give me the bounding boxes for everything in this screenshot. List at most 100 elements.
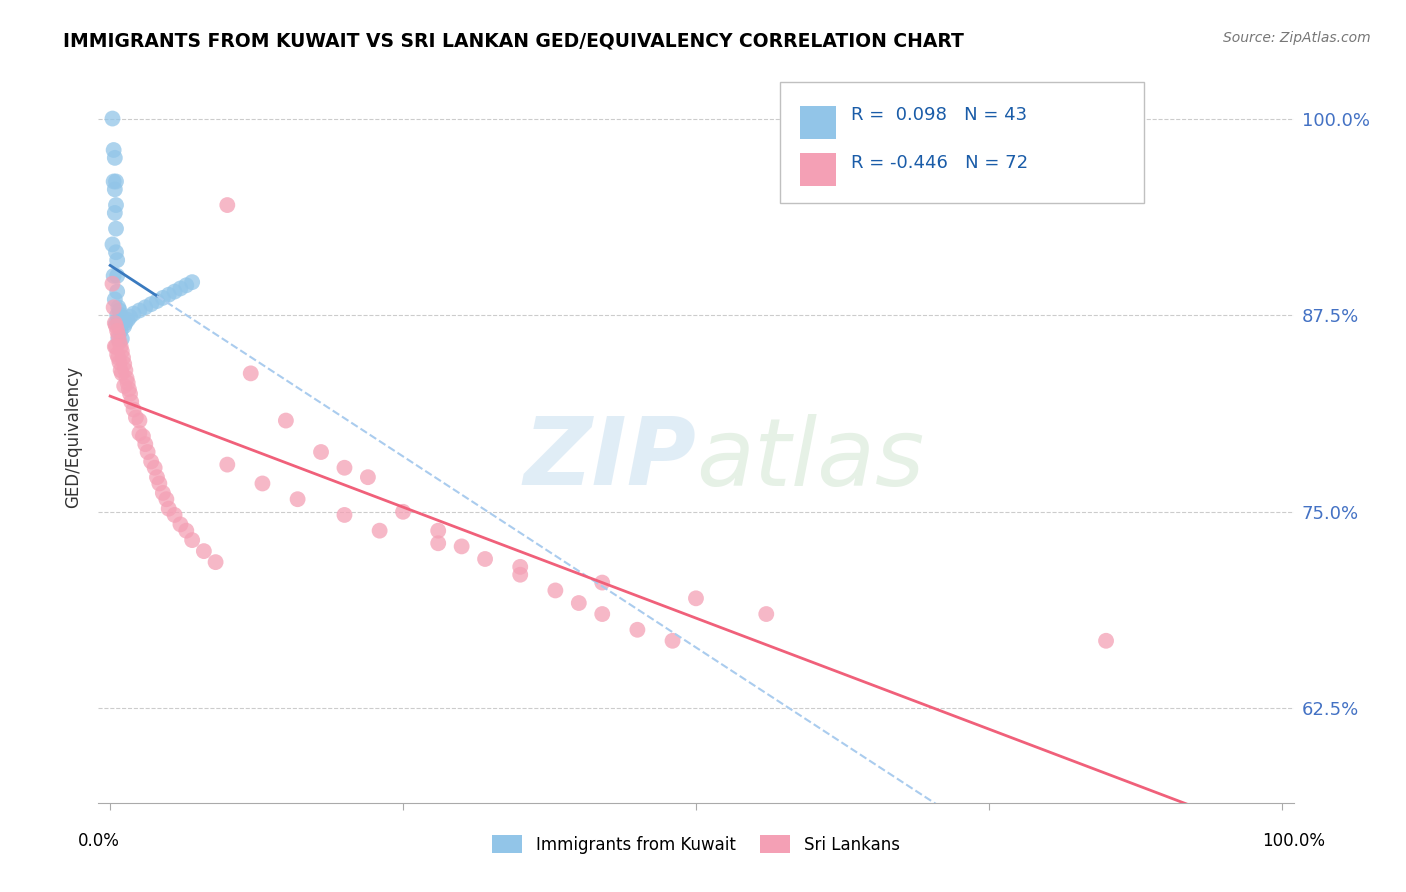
Point	[120, 310, 141, 324]
Point	[427, 524, 450, 538]
Point	[181, 533, 204, 548]
Point	[112, 351, 135, 365]
Point	[105, 347, 128, 361]
Point	[122, 402, 145, 417]
Point	[110, 308, 132, 322]
Point	[105, 340, 128, 354]
Point	[181, 275, 204, 289]
Point	[152, 486, 174, 500]
Point	[108, 319, 131, 334]
Point	[568, 596, 591, 610]
Point	[105, 285, 128, 299]
Point	[157, 501, 180, 516]
Point	[146, 293, 169, 308]
FancyBboxPatch shape	[779, 82, 1144, 203]
Point	[128, 413, 150, 427]
Point	[450, 540, 472, 554]
Point	[217, 198, 239, 212]
Point	[112, 313, 135, 327]
Point	[368, 524, 391, 538]
Point	[252, 476, 274, 491]
Point	[101, 237, 124, 252]
Point	[148, 476, 170, 491]
Point	[104, 182, 127, 196]
Point	[193, 544, 215, 558]
Point	[111, 367, 134, 381]
Point	[104, 340, 127, 354]
Point	[427, 536, 450, 550]
Text: Source: ZipAtlas.com: Source: ZipAtlas.com	[1223, 31, 1371, 45]
Point	[509, 567, 531, 582]
Point	[626, 623, 648, 637]
Point	[105, 316, 128, 330]
Point	[103, 268, 125, 283]
Point	[112, 319, 135, 334]
Point	[136, 445, 159, 459]
Point	[107, 351, 129, 365]
Point	[755, 607, 778, 621]
Point	[107, 316, 129, 330]
Point	[544, 583, 567, 598]
Point	[112, 357, 135, 371]
Point	[474, 552, 496, 566]
Point	[134, 437, 156, 451]
Point	[661, 633, 683, 648]
Point	[107, 332, 129, 346]
Point	[309, 445, 332, 459]
Point	[134, 301, 156, 315]
Point	[105, 319, 128, 334]
Point	[239, 367, 262, 381]
Point	[105, 324, 128, 338]
Point	[105, 308, 128, 322]
Point	[274, 413, 297, 427]
Point	[152, 291, 174, 305]
Text: IMMIGRANTS FROM KUWAIT VS SRI LANKAN GED/EQUIVALENCY CORRELATION CHART: IMMIGRANTS FROM KUWAIT VS SRI LANKAN GED…	[63, 31, 965, 50]
Point	[111, 316, 134, 330]
Text: R =  0.098   N = 43: R = 0.098 N = 43	[852, 106, 1028, 124]
Point	[217, 458, 239, 472]
Point	[118, 382, 141, 396]
Point	[104, 293, 127, 307]
Point	[163, 508, 186, 522]
Point	[509, 559, 531, 574]
Point	[114, 363, 136, 377]
Bar	[800, 153, 835, 186]
Point	[174, 524, 197, 538]
Point	[169, 517, 191, 532]
Point	[112, 379, 135, 393]
Point	[174, 278, 197, 293]
Point	[104, 151, 127, 165]
Point	[169, 281, 191, 295]
Point	[110, 324, 132, 338]
Text: 100.0%: 100.0%	[1263, 832, 1324, 850]
Point	[108, 334, 131, 349]
Point	[104, 206, 127, 220]
Point	[117, 376, 139, 390]
Point	[146, 470, 169, 484]
Point	[105, 198, 128, 212]
Point	[333, 508, 356, 522]
Point	[128, 303, 150, 318]
Point	[103, 174, 125, 188]
Point	[287, 492, 309, 507]
Point	[122, 307, 145, 321]
Point	[143, 460, 166, 475]
Point	[105, 268, 128, 283]
Point	[105, 245, 128, 260]
Point	[114, 316, 136, 330]
Point	[107, 301, 129, 315]
Point	[163, 285, 186, 299]
Point	[108, 303, 131, 318]
Point	[120, 387, 141, 401]
Legend: Immigrants from Kuwait, Sri Lankans: Immigrants from Kuwait, Sri Lankans	[485, 829, 907, 860]
Point	[591, 607, 613, 621]
Point	[105, 174, 128, 188]
Point	[333, 460, 356, 475]
Text: R = -0.446   N = 72: R = -0.446 N = 72	[852, 154, 1028, 172]
Point	[120, 394, 142, 409]
Point	[141, 454, 163, 468]
Point	[111, 344, 134, 359]
Point	[101, 112, 124, 126]
Point	[204, 555, 226, 569]
Point	[103, 143, 125, 157]
